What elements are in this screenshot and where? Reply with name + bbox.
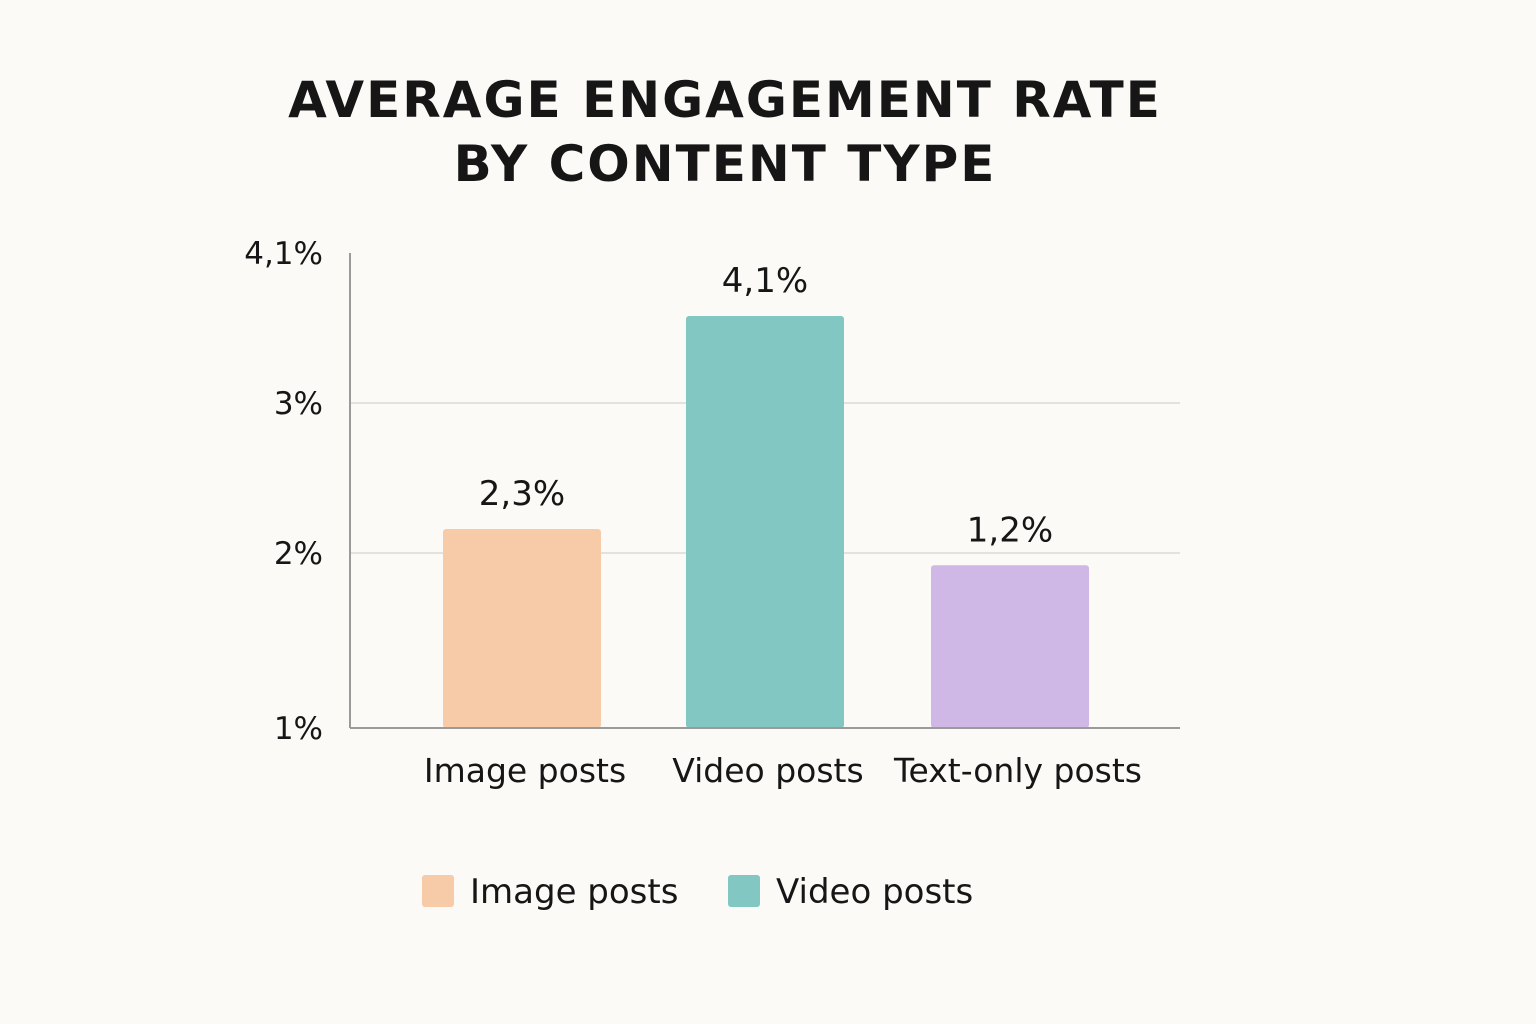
axes — [349, 253, 1180, 729]
bars — [443, 316, 1089, 728]
bar-text-only-posts — [931, 565, 1089, 728]
legend-swatch — [422, 875, 454, 907]
data-label: 2,3% — [479, 474, 565, 514]
y-tick-label: 2% — [274, 536, 323, 572]
chart-title-line-1: AVERAGE ENGAGEMENT RATE — [288, 71, 1162, 129]
bar-video-posts — [686, 316, 844, 728]
legend-label: Image posts — [470, 872, 678, 912]
legend-swatch — [728, 875, 760, 907]
x-category-label: Image posts — [424, 751, 626, 790]
chart-title: AVERAGE ENGAGEMENT RATE BY CONTENT TYPE — [0, 68, 1450, 196]
x-category-label: Video posts — [672, 751, 863, 790]
legend-label: Video posts — [776, 872, 973, 912]
data-label: 4,1% — [722, 261, 808, 301]
bar-image-posts — [443, 529, 601, 728]
y-tick-label: 3% — [274, 386, 323, 422]
y-tick-label: 4,1% — [244, 236, 323, 272]
y-tick-label: 1% — [274, 711, 323, 747]
chart-title-line-2: BY CONTENT TYPE — [453, 135, 997, 193]
x-category-label: Text-only posts — [893, 751, 1142, 790]
labels: 1% 2% 3% 4,1% 2,3% Image posts 4,1% Video posts… — [244, 236, 1142, 790]
data-label: 1,2% — [967, 510, 1053, 550]
legend: Image posts Video posts — [422, 872, 973, 912]
